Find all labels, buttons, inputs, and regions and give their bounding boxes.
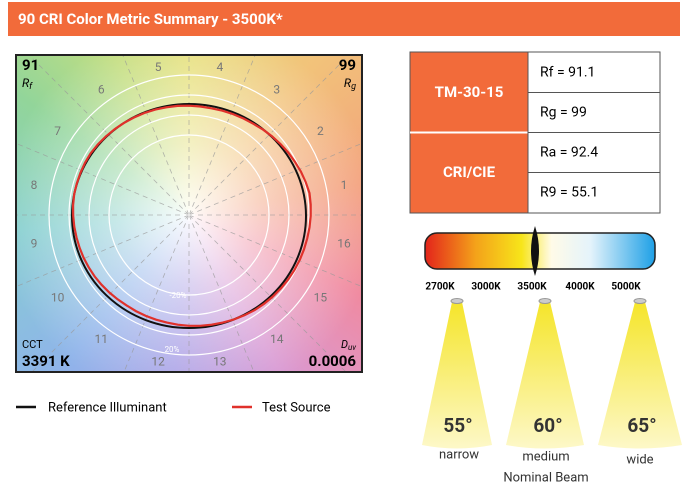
legend-label: Test Source: [262, 400, 331, 415]
duv-main: D: [341, 338, 348, 351]
table-metric: R9 = 55.1: [540, 185, 598, 201]
cct-scale: 2700K 3000K 3500K 4000K 5000K: [425, 226, 655, 293]
hue-bin-label: 11: [94, 332, 108, 346]
hue-spoke: [189, 116, 429, 215]
hue-bin-label: 1: [341, 178, 348, 192]
hue-bin-label: 4: [216, 60, 223, 74]
table-group-label: TM-30-15: [435, 83, 504, 101]
table-metric: Rf = 91.1: [540, 65, 595, 81]
page: { "header": {"title": "90 CRI Color Metr…: [0, 0, 686, 491]
lamp: [539, 299, 551, 304]
beam-angle: 55°: [443, 414, 472, 437]
beam-angle: 65°: [627, 414, 656, 437]
ring-label: -20%: [169, 291, 186, 300]
lamp: [634, 299, 646, 304]
cct-scale-label: 5000K: [611, 282, 641, 293]
beam-name: medium: [522, 449, 569, 464]
hue-spoke: [0, 116, 189, 215]
hue-bin-label: 16: [337, 236, 351, 250]
table-metric: Rg = 99: [540, 105, 587, 121]
duv-label: Duv: [341, 338, 356, 352]
hue-bin-label: 10: [51, 291, 65, 305]
hue-bin-label: 6: [98, 82, 105, 96]
cct-scale-label: 4000K: [565, 282, 595, 293]
lamp: [451, 299, 463, 304]
hue-spoke: [0, 215, 189, 314]
hue-bin-label: 2: [317, 124, 324, 138]
beam-caption: Nominal Beam: [503, 470, 588, 485]
cct-scale-label: 2700K: [425, 282, 455, 293]
hue-bin-label: 9: [31, 236, 38, 250]
table-metric: Ra = 92.4: [540, 145, 598, 161]
hue-bin-label: 7: [54, 124, 61, 138]
hue-bin-label: 3: [273, 82, 280, 96]
rg-label: Rg: [344, 76, 356, 92]
hue-bin-label: 8: [31, 178, 38, 192]
legend-label: Reference Illuminant: [48, 400, 167, 415]
hue-bin-label: 13: [213, 354, 227, 368]
cct-scale-label: 3000K: [471, 282, 501, 293]
cct-label: CCT: [22, 338, 43, 351]
hue-bin-label: 12: [151, 354, 165, 368]
cct-scale-label: 3500K: [517, 282, 547, 293]
rg-sub: g: [351, 82, 356, 92]
table-group-label: CRI/CIE: [443, 163, 496, 181]
rg-value: 99: [339, 56, 356, 74]
hue-bin-label: 5: [155, 60, 162, 74]
beam-angle: 60°: [533, 414, 562, 437]
cct-bar: [425, 233, 655, 269]
infographic: 90 CRI Color Metric Summary - 3500K* 123…: [0, 0, 686, 491]
duv-value: 0.0006: [309, 352, 357, 370]
hue-bin-label: 15: [314, 291, 328, 305]
header-title: 90 CRI Color Metric Summary - 3500K*: [18, 10, 283, 28]
rf-value: 91: [22, 56, 39, 74]
rf-label: Rf: [22, 76, 33, 92]
beam-name: narrow: [439, 447, 479, 462]
metric-table: TM-30-15 CRI/CIE Rf = 91.1 Rg = 99 Ra = …: [410, 52, 660, 213]
cct-value: 3391 K: [22, 352, 70, 370]
beams: 55° 60° 65° narrow medium wide Nominal B…: [422, 299, 682, 486]
beam-name: wide: [626, 452, 653, 467]
duv-sub: uv: [348, 343, 356, 352]
rf-sub: f: [29, 82, 33, 92]
ring-label: 20%: [165, 345, 180, 354]
hue-bin-label: 14: [270, 332, 284, 346]
